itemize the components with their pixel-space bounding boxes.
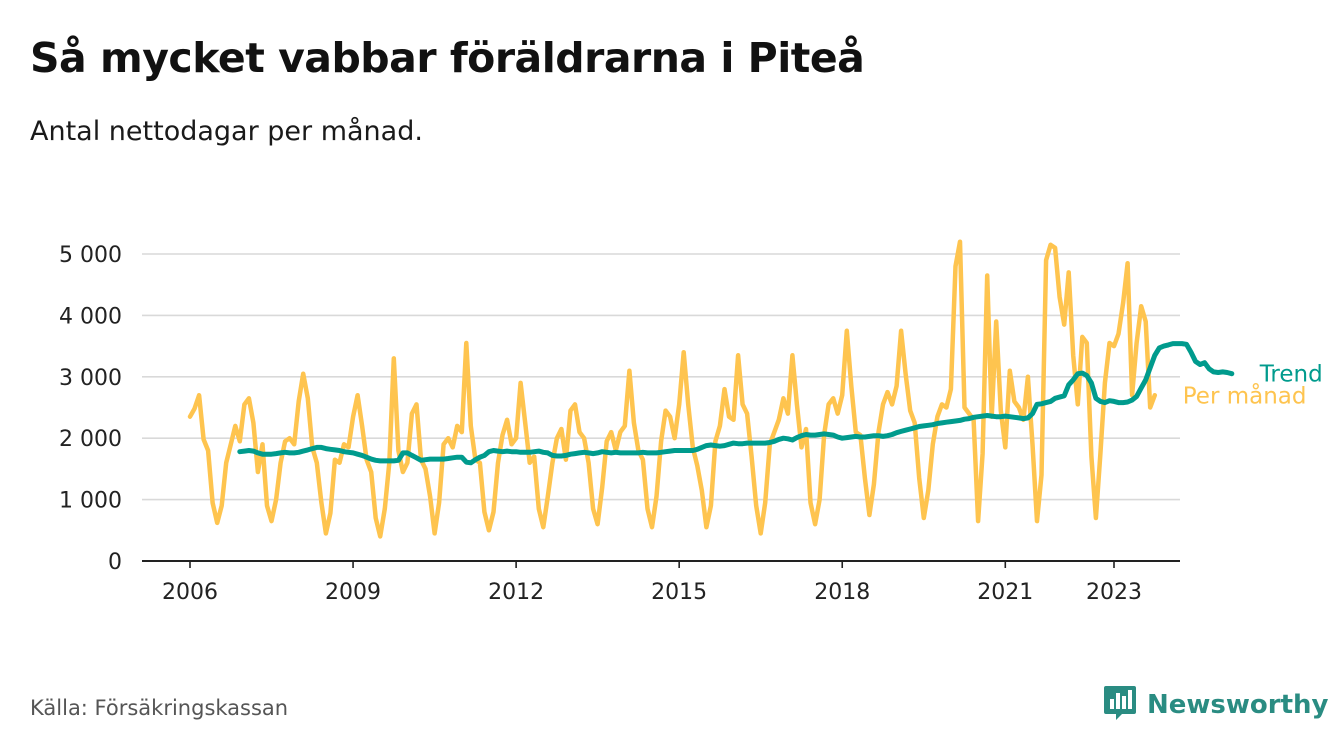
x-tick-label: 2015 [651, 580, 707, 605]
source-note: Källa: Försäkringskassan [30, 696, 289, 720]
brand-name: Newsworthy [1147, 690, 1329, 720]
x-axis: 2006 2009 2012 2015 2018 2021 2023 [142, 560, 1180, 605]
y-tick-label: 1 000 [59, 489, 122, 514]
legend-label: Per månad [1183, 382, 1307, 410]
x-tick-label: 2006 [162, 580, 218, 605]
y-tick-label: 0 [108, 550, 122, 575]
legend-label: Trend [1259, 362, 1323, 388]
chart-subtitle: Antal nettodagar per månad. [30, 116, 423, 147]
x-tick-label: 2023 [1086, 580, 1142, 605]
y-tick-label: 2 000 [59, 427, 122, 452]
chart-title: Så mycket vabbar föräldrarna i Piteå [30, 34, 865, 82]
x-tick-label: 2021 [977, 580, 1033, 605]
series-lines [187, 239, 1235, 539]
series-line-per-manad [187, 239, 1158, 539]
brand-logo[interactable]: Newsworthy [1103, 684, 1328, 726]
series-line-trend [237, 341, 1235, 466]
x-tick-label: 2009 [325, 580, 381, 605]
bar-chart-speech-bubble-icon [1103, 684, 1137, 726]
y-tick-label: 4 000 [59, 304, 122, 329]
x-tick-label: 2018 [814, 580, 870, 605]
y-tick-label: 3 000 [59, 366, 122, 391]
y-tick-label: 5 000 [59, 243, 122, 268]
y-axis-tick-labels: 0 1 000 2 000 3 000 4 000 5 000 [59, 243, 122, 575]
x-tick-label: 2012 [488, 580, 544, 605]
